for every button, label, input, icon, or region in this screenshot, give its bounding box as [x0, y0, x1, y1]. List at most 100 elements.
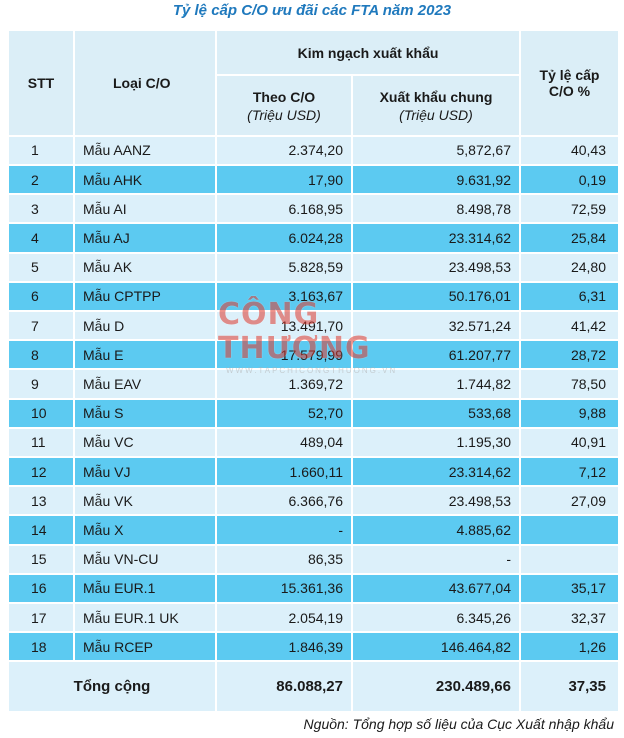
header-row-sub: Theo C/O (Triệu USD) Xuất khẩu chung (Tr… [8, 74, 619, 137]
header-theo-co-label: Theo C/O [252, 88, 316, 105]
header-row-top: STT Loại C/O Kim ngạch xuất khẩu Tỷ lệ c… [7, 28, 620, 137]
cell-loai: Mẫu D [73, 309, 217, 342]
table-row: 18 Mẫu RCEP 1.846,39 146.464,82 1,26 [7, 631, 620, 663]
cell-ty-le: 1,26 [519, 631, 620, 663]
cell-loai: Mẫu S [73, 397, 217, 429]
cell-theo-co: 52,70 [215, 397, 353, 429]
cell-theo-co: 6.366,76 [215, 485, 353, 517]
table-row: 10 Mẫu S 52,70 533,68 9,88 [7, 397, 620, 429]
fta-co-table: STT Loại C/O Kim ngạch xuất khẩu Tỷ lệ c… [7, 28, 620, 713]
total-xk-chung: 230.489,66 [351, 660, 521, 713]
total-ty-le: 37,35 [519, 660, 620, 713]
cell-ty-le: 6,31 [519, 280, 620, 312]
cell-theo-co: - [215, 514, 353, 546]
table-row: 13 Mẫu VK 6.366,76 23.498,53 27,09 [7, 485, 620, 517]
cell-theo-co: 17.579,99 [215, 339, 353, 371]
cell-xk-chung: 23.498,53 [351, 485, 521, 517]
cell-ty-le: 25,84 [519, 222, 620, 254]
cell-ty-le: 41,42 [519, 309, 620, 342]
cell-theo-co: 5.828,59 [215, 251, 353, 283]
cell-xk-chung: 1.195,30 [351, 426, 521, 459]
cell-theo-co: 2.054,19 [215, 602, 353, 634]
table-row: 8 Mẫu E 17.579,99 61.207,77 28,72 [7, 339, 620, 371]
cell-loai: Mẫu VJ [73, 455, 217, 488]
cell-stt: 12 [7, 455, 75, 488]
cell-theo-co: 86,35 [215, 543, 353, 575]
cell-theo-co: 1.846,39 [215, 631, 353, 663]
header-ty-le-line1: Tỷ lệ cấp [539, 66, 600, 83]
cell-loai: Mẫu AANZ [73, 134, 217, 166]
cell-ty-le: 35,17 [519, 572, 620, 605]
cell-xk-chung: 50.176,01 [351, 280, 521, 312]
cell-ty-le: 40,43 [519, 134, 620, 166]
cell-ty-le: 72,59 [519, 193, 620, 225]
cell-ty-le: 9,88 [519, 397, 620, 429]
cell-loai: Mẫu AHK [73, 163, 217, 196]
table-row: 1 Mẫu AANZ 2.374,20 5,872,67 40,43 [7, 134, 620, 166]
cell-stt: 16 [7, 572, 75, 605]
cell-ty-le: 32,37 [519, 602, 620, 634]
table-row: 7 Mẫu D 13.491,70 32.571,24 41,42 [7, 309, 620, 342]
cell-loai: Mẫu EAV [73, 368, 217, 400]
total-row: Tổng cộng 86.088,27 230.489,66 37,35 [7, 660, 620, 713]
cell-xk-chung: 1.744,82 [351, 368, 521, 400]
cell-loai: Mẫu AK [73, 251, 217, 283]
decorative-dot [183, 14, 185, 16]
cell-xk-chung: 61.207,77 [351, 339, 521, 371]
cell-ty-le: 7,12 [519, 455, 620, 488]
cell-loai: Mẫu CPTPP [73, 280, 217, 312]
table-row: 12 Mẫu VJ 1.660,11 23.314,62 7,12 [7, 455, 620, 488]
cell-loai: Mẫu EUR.1 [73, 572, 217, 605]
cell-stt: 3 [7, 193, 75, 225]
table-row: 4 Mẫu AJ 6.024,28 23.314,62 25,84 [7, 222, 620, 254]
cell-stt: 7 [7, 309, 75, 342]
header-theo-co: Theo C/O (Triệu USD) [215, 74, 353, 137]
header-loai-co: Loại C/O [73, 29, 217, 137]
cell-loai: Mẫu E [73, 339, 217, 371]
cell-stt: 11 [7, 426, 75, 459]
table-row: 16 Mẫu EUR.1 15.361,36 43.677,04 35,17 [7, 572, 620, 605]
header-theo-co-unit: (Triệu USD) [247, 106, 321, 123]
cell-theo-co: 17,90 [215, 163, 353, 196]
cell-loai: Mẫu VK [73, 485, 217, 517]
cell-stt: 1 [7, 134, 75, 166]
cell-ty-le: 28,72 [519, 339, 620, 371]
cell-loai: Mẫu RCEP [73, 631, 217, 663]
cell-xk-chung: - [351, 543, 521, 575]
table-row: 3 Mẫu AI 6.168,95 8.498,78 72,59 [7, 193, 620, 225]
cell-theo-co: 2.374,20 [215, 134, 353, 166]
cell-stt: 14 [7, 514, 75, 546]
cell-stt: 10 [7, 397, 75, 429]
cell-loai: Mẫu EUR.1 UK [73, 602, 217, 634]
table-title: Tỷ lệ cấp C/O ưu đãi các FTA năm 2023 [172, 2, 452, 19]
cell-theo-co: 13.491,70 [215, 309, 353, 342]
cell-stt: 15 [7, 543, 75, 575]
cell-xk-chung: 8.498,78 [351, 193, 521, 225]
source-note: Nguồn: Tổng hợp số liệu của Cục Xuất nhậ… [303, 716, 614, 732]
cell-xk-chung: 23.314,62 [351, 222, 521, 254]
cell-theo-co: 3.163,67 [215, 280, 353, 312]
cell-ty-le: 40,91 [519, 426, 620, 459]
cell-xk-chung: 43.677,04 [351, 572, 521, 605]
cell-stt: 2 [7, 163, 75, 196]
table-row: 15 Mẫu VN-CU 86,35 - [7, 543, 620, 575]
cell-ty-le: 78,50 [519, 368, 620, 400]
cell-theo-co: 1.660,11 [215, 455, 353, 488]
cell-theo-co: 15.361,36 [215, 572, 353, 605]
cell-stt: 9 [7, 368, 75, 400]
cell-stt: 18 [7, 631, 75, 663]
header-ty-le-line2: C/O % [548, 82, 591, 99]
cell-ty-le [519, 514, 620, 546]
cell-xk-chung: 4.885,62 [351, 514, 521, 546]
table-row: 9 Mẫu EAV 1.369,72 1.744,82 78,50 [7, 368, 620, 400]
cell-theo-co: 1.369,72 [215, 368, 353, 400]
cell-ty-le: 0,19 [519, 163, 620, 196]
cell-xk-chung: 146.464,82 [351, 631, 521, 663]
header-xk-chung-unit: (Triệu USD) [399, 106, 473, 123]
cell-loai: Mẫu AI [73, 193, 217, 225]
table-row: 11 Mẫu VC 489,04 1.195,30 40,91 [7, 426, 620, 459]
cell-stt: 13 [7, 485, 75, 517]
cell-xk-chung: 6.345,26 [351, 602, 521, 634]
header-xk-chung-label: Xuất khẩu chung [379, 88, 493, 105]
cell-ty-le: 24,80 [519, 251, 620, 283]
